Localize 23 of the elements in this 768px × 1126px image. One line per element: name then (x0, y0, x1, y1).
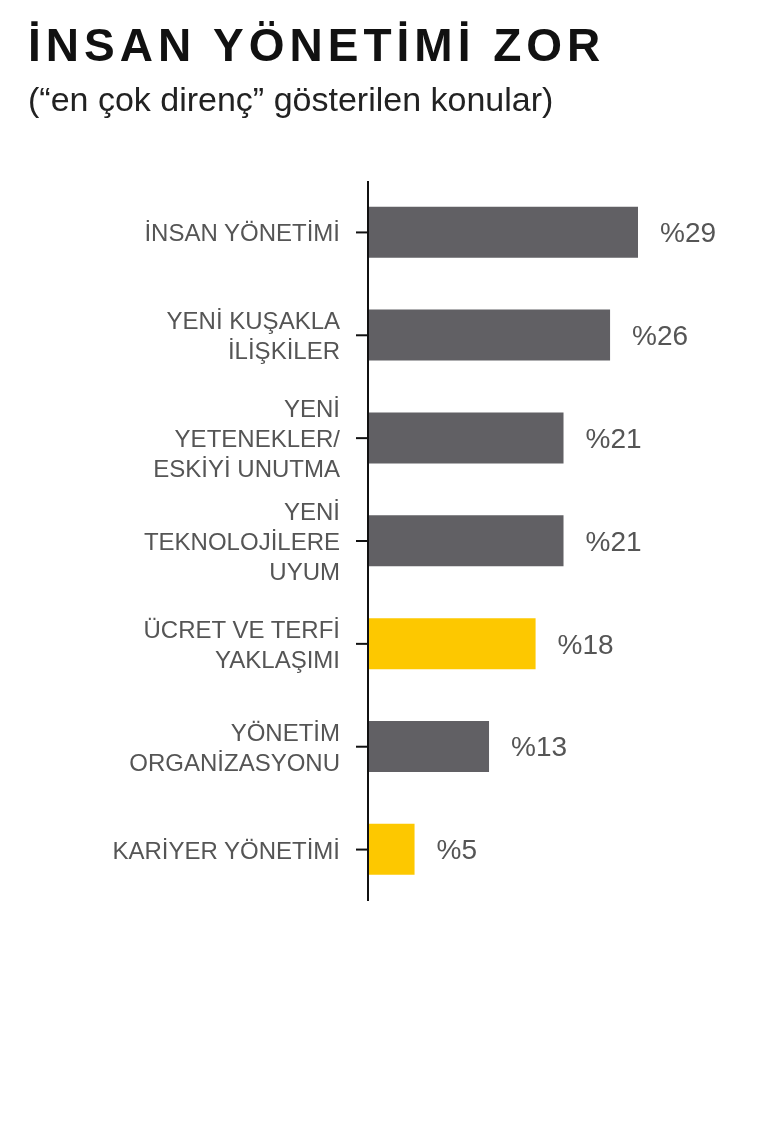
y-tick-label: KARİYER YÖNETİMİ (112, 835, 340, 863)
data-label: %21 (585, 422, 642, 454)
y-tick-label: YÖNETİM ORGANİZASYONU (129, 717, 340, 775)
data-label: %21 (585, 525, 642, 557)
bar (368, 720, 490, 772)
chart-title: İNSAN YÖNETİMİ ZOR (28, 18, 607, 72)
bar (368, 514, 564, 566)
y-tick-label: YENİ YETENEKLER/ ESKİYİ UNUTMA (153, 394, 341, 482)
chart-subtitle: (“en çok direnç” gösterilen konular) (28, 79, 555, 120)
bar (368, 617, 536, 669)
data-label: %29 (660, 216, 717, 248)
bar (368, 411, 564, 463)
bar (368, 309, 611, 361)
y-tick-label: ÜCRET VE TERFİ YAKLAŞIMI (143, 614, 340, 672)
data-label: %13 (511, 730, 568, 762)
y-tick-label: İNSAN YÖNETİMİ (144, 218, 340, 246)
bar (368, 206, 638, 258)
y-tick-label: YENİ KUŞAKLA İLİŞKİLER (166, 306, 340, 364)
y-tick-label: YENİ TEKNOLOJİLERE UYUM (143, 497, 340, 584)
bar (368, 823, 415, 875)
data-label: %26 (632, 319, 689, 351)
data-label: %5 (436, 833, 478, 865)
data-label: %18 (557, 628, 614, 660)
